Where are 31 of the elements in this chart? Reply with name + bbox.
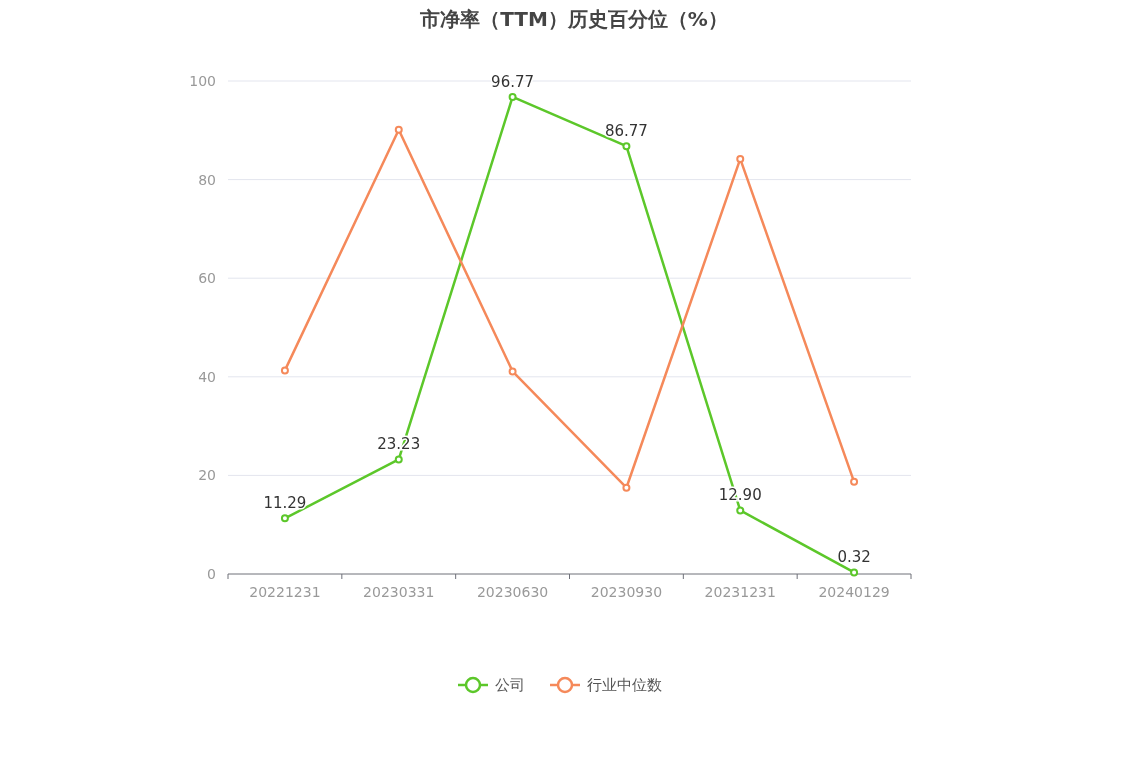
- point: [280, 514, 289, 523]
- data-label: 0.32: [837, 548, 871, 567]
- point: [850, 477, 859, 486]
- point: [850, 568, 859, 577]
- data-label: 86.77: [604, 122, 648, 141]
- x-tick-label: 20230930: [590, 584, 663, 600]
- y-tick-label: 0: [207, 566, 216, 582]
- point: [508, 367, 517, 376]
- data-label: 96.77: [491, 72, 535, 91]
- point: [736, 154, 745, 163]
- point: [394, 125, 403, 134]
- point: [622, 142, 631, 151]
- y-tick-label: 40: [198, 368, 216, 385]
- y-tick-label: 80: [198, 171, 216, 188]
- point: [736, 506, 745, 515]
- y-tick-label: 20: [198, 467, 216, 484]
- data-label: 11.29: [263, 494, 307, 513]
- legend-label: 公司: [495, 676, 525, 694]
- point: [622, 483, 631, 492]
- x-tick-label: 20230630: [476, 584, 549, 600]
- point: [508, 92, 517, 101]
- x-tick-label: 20240129: [818, 584, 890, 600]
- y-tick-label: 100: [189, 73, 216, 89]
- x-tick-label: 20230331: [363, 584, 435, 600]
- point: [280, 366, 289, 375]
- legend-label: 行业中位数: [587, 676, 662, 694]
- y-tick-label: 60: [198, 270, 216, 287]
- x-tick-label: 20221231: [249, 584, 321, 600]
- x-tick-label: 20231231: [704, 584, 776, 600]
- chart-title: 市净率（TTM）历史百分位（%）: [419, 7, 728, 31]
- point: [394, 455, 403, 464]
